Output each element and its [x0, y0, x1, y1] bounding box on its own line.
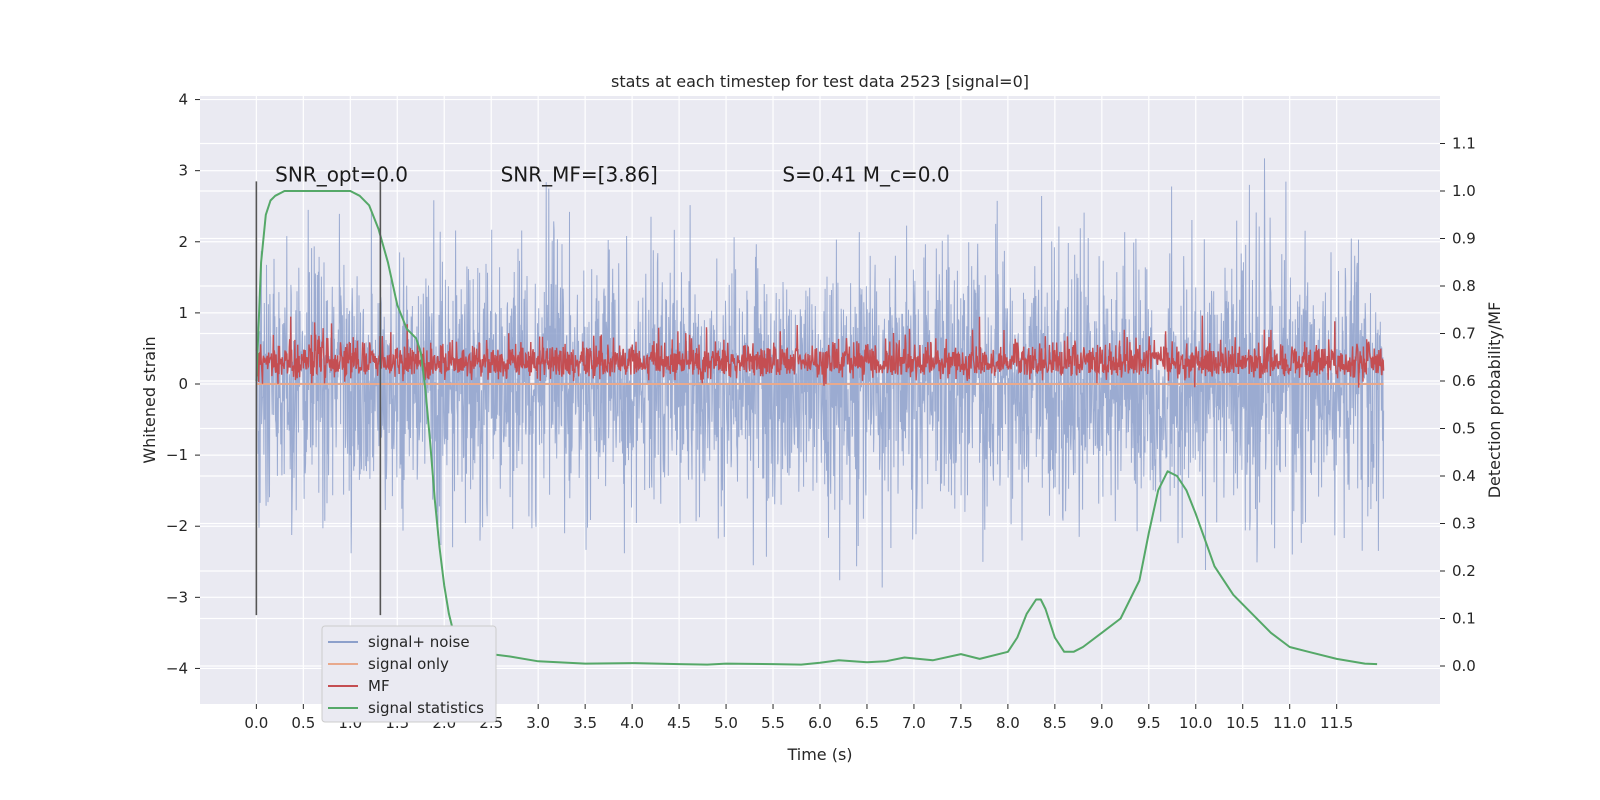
x-tick-label: 11.0 — [1273, 714, 1306, 732]
x-tick-label: 9.5 — [1137, 714, 1161, 732]
x-tick-label: 7.5 — [949, 714, 973, 732]
series-signal-statistics — [255, 190, 1378, 666]
x-tick-label: 5.0 — [714, 714, 738, 732]
y-tick-label: 0 — [178, 375, 188, 393]
x-tick-label: 4.0 — [620, 714, 644, 732]
x-tick-label: 0.5 — [291, 714, 315, 732]
y2-tick-label: 1.1 — [1452, 135, 1476, 153]
y2-tick-label: 0.1 — [1452, 610, 1476, 628]
y-tick-label: −4 — [166, 659, 188, 677]
x-tick-label: 10.5 — [1226, 714, 1259, 732]
y-tick-label: 2 — [178, 233, 188, 251]
x-tick-label: 11.5 — [1320, 714, 1353, 732]
x-tick-label: 0.0 — [244, 714, 268, 732]
x-tick-label: 3.0 — [526, 714, 550, 732]
legend-box — [321, 625, 497, 723]
y2-tick-label: 0.3 — [1452, 515, 1476, 533]
vertical-markers — [255, 181, 382, 616]
x-tick-label: 10.0 — [1179, 714, 1212, 732]
y-tick-label: −1 — [166, 446, 188, 464]
annotation-snr-opt: SNR_opt=0.0 — [275, 162, 408, 186]
y2-tick-label: 1.0 — [1452, 182, 1476, 200]
legend-label: signal+ noise — [368, 633, 470, 651]
x-tick-label: 8.0 — [996, 714, 1020, 732]
annotation-snr-mf: SNR_MF=[3.86] — [501, 162, 658, 186]
y2-tick-label: 0.0 — [1452, 657, 1476, 675]
y2-tick-label: 0.8 — [1452, 277, 1476, 295]
x-tick-label: 6.0 — [808, 714, 832, 732]
series-layer — [255, 158, 1385, 666]
y-tick-label: 4 — [178, 91, 188, 109]
x-tick-label: 7.0 — [902, 714, 926, 732]
y-ticks: −4 −3 −2 −1 0 1 2 3 4 — [166, 91, 200, 677]
y2-tick-label: 0.9 — [1452, 230, 1476, 248]
legend: signal+ noise signal only MF signal statist… — [321, 625, 497, 723]
y-tick-label: −2 — [166, 517, 188, 535]
y2-tick-label: 0.2 — [1452, 562, 1476, 580]
legend-label: MF — [368, 677, 390, 695]
y2-tick-label: 0.6 — [1452, 372, 1476, 390]
series-signal-noise — [255, 158, 1385, 588]
series-mf — [255, 315, 1385, 388]
x-tick-label: 9.0 — [1090, 714, 1114, 732]
y2-tick-label: 0.5 — [1452, 420, 1476, 438]
annotations: SNR_opt=0.0 SNR_MF=[3.86] S=0.41 M_c=0.0 — [275, 162, 949, 186]
x-tick-label: 5.5 — [761, 714, 785, 732]
x-tick-label: 3.5 — [573, 714, 597, 732]
x-tick-label: 8.5 — [1043, 714, 1067, 732]
y2-axis-label: Detection probability/MF — [1485, 302, 1504, 499]
x-tick-label: 4.5 — [667, 714, 691, 732]
y-tick-label: 1 — [178, 304, 188, 322]
y2-ticks: 0.0 0.1 0.2 0.3 0.4 0.5 0.6 0.7 0.8 0.9 1.0 1.1 — [1440, 135, 1476, 675]
x-ticks: 0.0 0.5 1.0 1.5 2.0 2.5 3.0 3.5 4.0 4.5 5.0 5.5 6.0 6… — [244, 704, 1353, 732]
y-axis-label: Whitened strain — [140, 336, 159, 463]
y-tick-label: −3 — [166, 588, 188, 606]
annotation-s-mc: S=0.41 M_c=0.0 — [782, 162, 949, 186]
legend-label: signal statistics — [368, 699, 484, 717]
y2-tick-label: 0.4 — [1452, 467, 1476, 485]
x-axis-label: Time (s) — [786, 745, 852, 764]
y2-tick-label: 0.7 — [1452, 325, 1476, 343]
chart-title: stats at each timestep for test data 252… — [611, 72, 1029, 91]
x-tick-label: 6.5 — [855, 714, 879, 732]
legend-label: signal only — [368, 655, 449, 673]
y-tick-label: 3 — [178, 162, 188, 180]
